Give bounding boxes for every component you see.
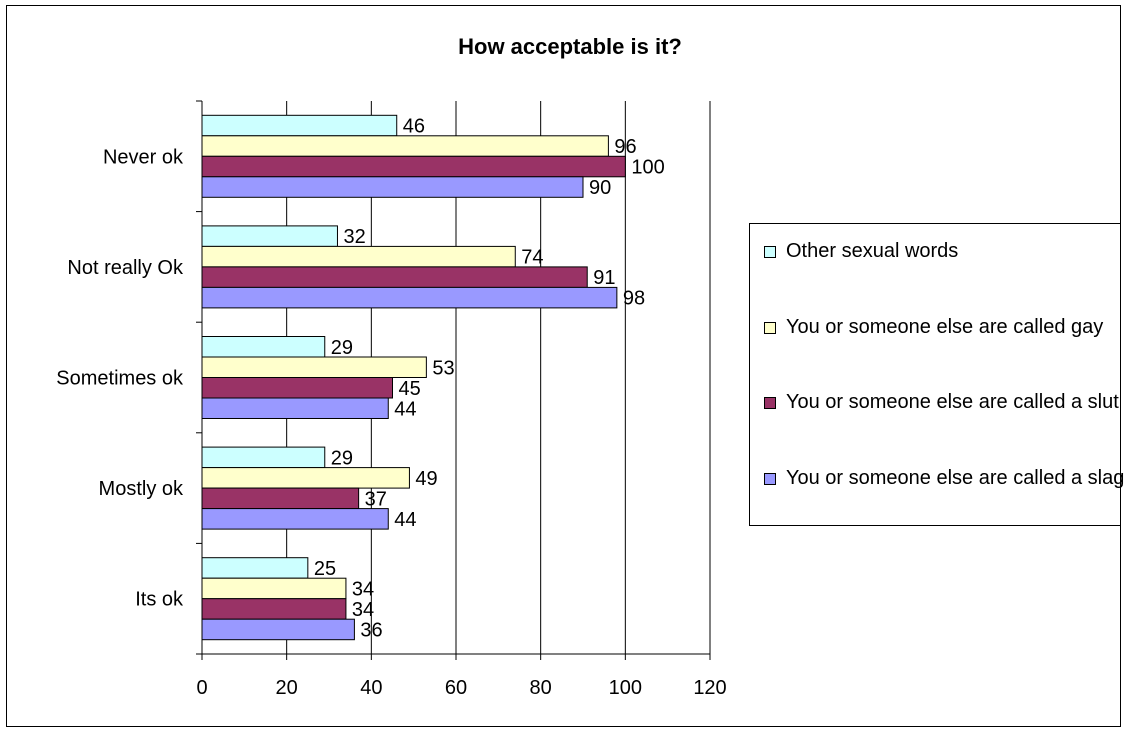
data-label: 91 — [593, 267, 615, 289]
category-label: Not really Ok — [67, 257, 184, 279]
bar — [201, 467, 410, 489]
x-tick-label: 0 — [196, 677, 207, 699]
category-label: Never ok — [103, 146, 184, 168]
data-label: 49 — [415, 468, 437, 490]
bar — [201, 356, 427, 378]
data-label: 100 — [631, 157, 664, 179]
bar — [201, 336, 326, 358]
bar — [201, 155, 626, 178]
x-tick-label: 120 — [693, 677, 726, 699]
data-label: 96 — [614, 136, 636, 158]
bar — [201, 135, 609, 157]
data-label: 46 — [403, 116, 425, 138]
category-label: Its ok — [135, 589, 184, 611]
data-label: 34 — [352, 578, 374, 600]
data-label: 74 — [521, 247, 543, 269]
legend: Other sexual words You or someone else a… — [749, 223, 1124, 526]
x-tick-label: 60 — [445, 677, 467, 699]
data-label: 29 — [331, 447, 353, 469]
bar — [201, 577, 347, 600]
data-label: 36 — [360, 619, 382, 641]
chart-title: How acceptable is it? — [458, 34, 682, 59]
legend-label-0: Other sexual words — [786, 240, 959, 262]
bar — [201, 377, 393, 399]
data-label: 25 — [314, 558, 336, 580]
bar — [201, 487, 360, 510]
legend-label-2: You or someone else are called a slut — [786, 391, 1119, 413]
legend-swatch-0 — [764, 246, 776, 258]
bar — [201, 245, 516, 268]
data-label: 44 — [394, 398, 416, 420]
category-label: Mostly ok — [99, 478, 184, 500]
bar — [201, 114, 398, 137]
legend-swatch-2 — [764, 397, 776, 409]
bar — [201, 598, 347, 620]
data-label: 29 — [331, 337, 353, 359]
data-label: 53 — [432, 357, 454, 379]
data-label: 34 — [352, 599, 374, 621]
legend-label-1: You or someone else are called gay — [786, 316, 1104, 338]
bar — [201, 176, 584, 198]
x-tick-label: 80 — [530, 677, 552, 699]
legend-label-3: You or someone else are called a slag — [786, 467, 1125, 489]
bar — [201, 286, 618, 309]
data-label: 32 — [343, 226, 365, 248]
legend-swatch-3 — [764, 473, 776, 485]
bar — [201, 618, 355, 641]
x-tick-label: 40 — [360, 677, 382, 699]
bar — [201, 557, 309, 579]
bar — [201, 508, 389, 530]
bar — [201, 397, 389, 419]
x-tick-label: 100 — [609, 677, 642, 699]
data-label: 98 — [623, 288, 645, 310]
bar — [201, 225, 338, 247]
data-label: 37 — [365, 488, 387, 510]
legend-swatch-1 — [764, 322, 776, 334]
category-label: Sometimes ok — [56, 368, 184, 390]
data-label: 90 — [589, 177, 611, 199]
data-label: 44 — [394, 509, 416, 531]
bar — [201, 446, 326, 469]
x-tick-label: 20 — [276, 677, 298, 699]
bar — [201, 266, 588, 288]
data-label: 45 — [399, 378, 421, 400]
